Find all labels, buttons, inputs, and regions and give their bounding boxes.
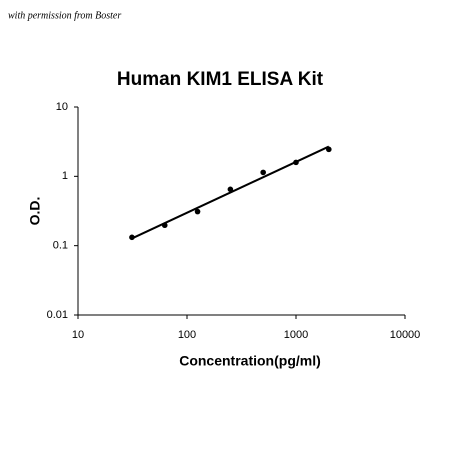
y-tick-label: 10 — [56, 101, 68, 113]
y-tick-label: 1 — [62, 170, 68, 182]
fit-line — [131, 145, 330, 240]
point — [194, 208, 201, 215]
point — [293, 159, 299, 166]
point — [227, 186, 234, 193]
point — [161, 222, 168, 229]
point — [326, 146, 332, 153]
x-axis-label: Concentration(pg/ml) — [179, 353, 321, 369]
y-tick-label: 0.01 — [47, 309, 68, 321]
x-tick-label: 100 — [178, 329, 196, 341]
point — [260, 169, 266, 176]
point — [129, 234, 135, 241]
chart-title: Human KIM1 ELISA Kit — [117, 69, 324, 90]
y-tick-label: 0.1 — [53, 240, 68, 252]
y-axis-label: O.D. — [27, 197, 43, 226]
x-tick-label: 1000 — [284, 329, 308, 341]
watermark: with permission from Boster — [8, 10, 121, 21]
x-tick-label: 10000 — [390, 329, 421, 341]
x-tick-label: 10 — [72, 329, 84, 341]
